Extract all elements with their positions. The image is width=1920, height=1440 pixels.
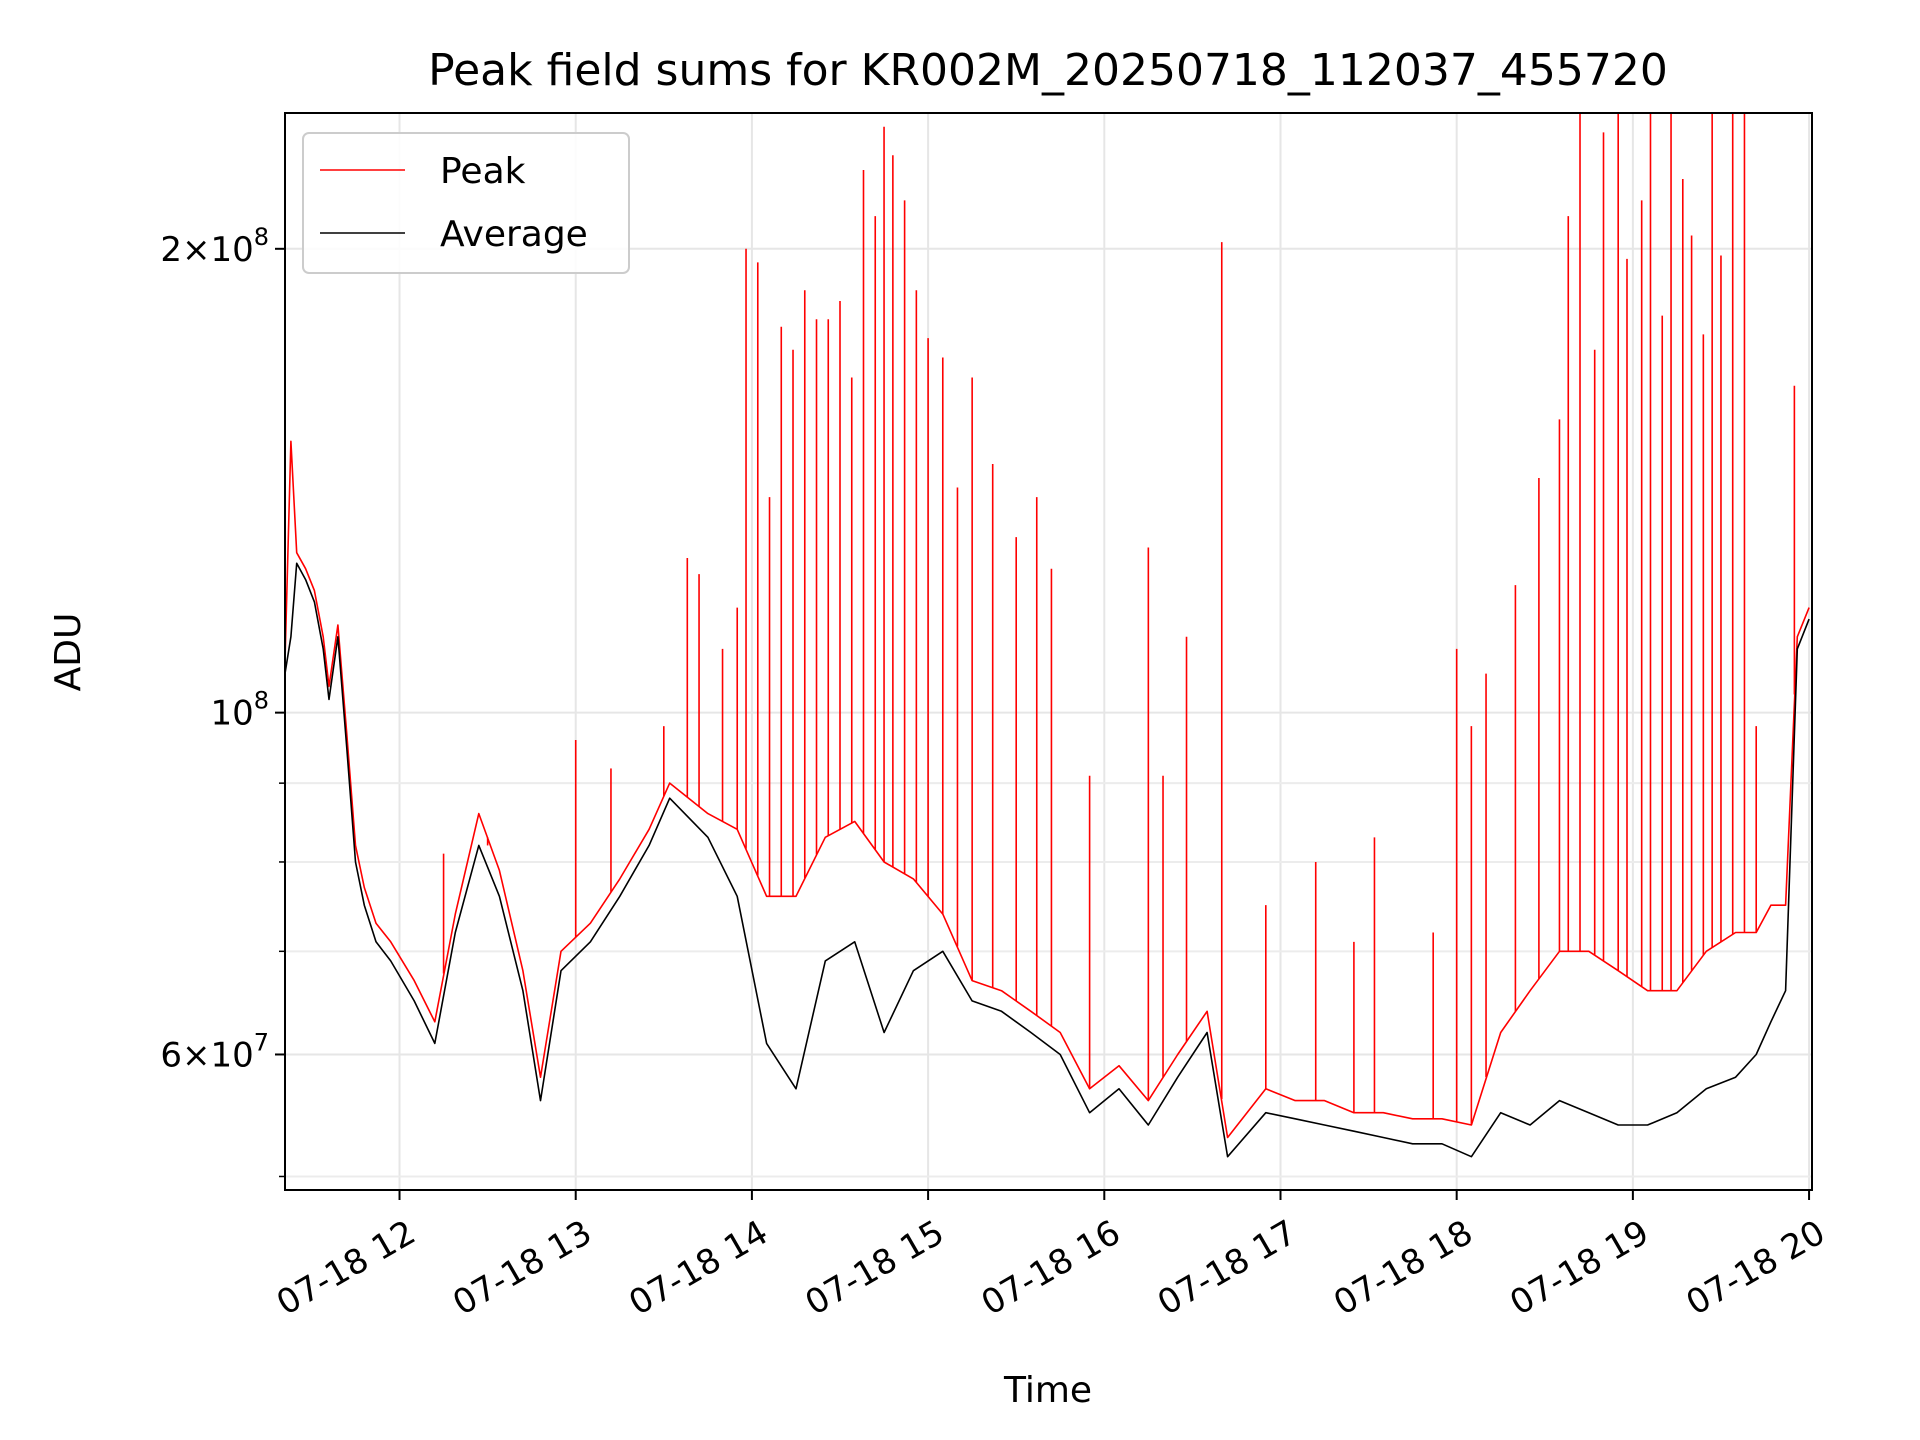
legend-peak-label: Peak (440, 151, 526, 192)
y-tick-label: 6×107 (160, 1028, 269, 1075)
y-axis: 6×107 108 2×108 (160, 223, 285, 1178)
axes-frame (284, 112, 1813, 1191)
x-axis-label: Time (1003, 1370, 1092, 1411)
legend: Peak Average (302, 132, 630, 274)
peak-series-line (284, 440, 1810, 1139)
y-tick-label: 2×108 (160, 223, 269, 270)
plot-area (284, 113, 1810, 1158)
legend-box (302, 132, 630, 274)
grid (285, 113, 1812, 1190)
chart-title: Peak field sums for KR002M_20250718_1120… (428, 45, 1668, 96)
y-tick-label: 108 (210, 687, 269, 734)
y-axis-label: ADU (48, 613, 89, 692)
average-series-line (284, 562, 1810, 1158)
legend-average-label: Average (440, 214, 588, 255)
